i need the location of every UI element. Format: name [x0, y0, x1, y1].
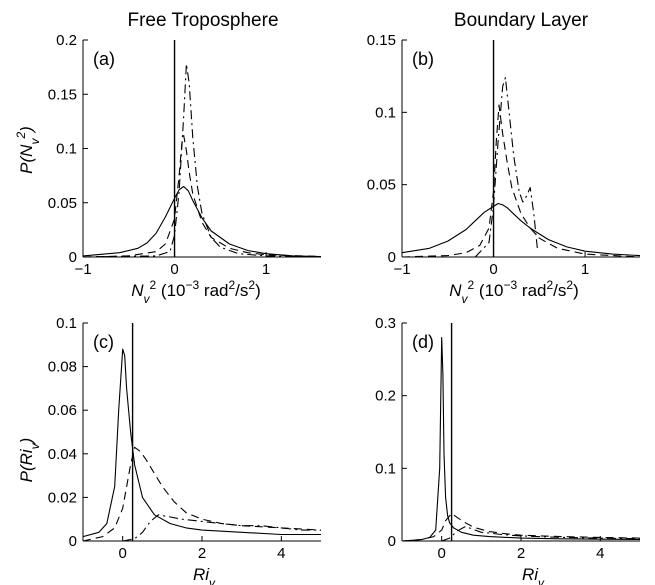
series-solid-b: [401, 202, 641, 257]
series-dashed-d: [401, 512, 641, 542]
y-tick-label-a-4: 0.2: [56, 32, 77, 49]
x-tick-label-b-0: −1: [393, 261, 410, 278]
series-dashed-c: [82, 446, 322, 542]
x-tick-label-b-2: 1: [581, 261, 589, 278]
column-title-boundary-layer: Boundary Layer: [454, 10, 589, 31]
y-tick-label-b-1: 0.05: [367, 177, 396, 194]
x-tick-label-a-1: 0: [170, 261, 178, 278]
y-tick-label-b-3: 0.15: [367, 32, 396, 49]
column-title-free-troposphere: Free Troposphere: [127, 10, 278, 31]
y-tick-label-c-0: 0: [69, 533, 77, 550]
x-tick-label-b-1: 0: [489, 261, 497, 278]
x-tick-label-a-2: 1: [262, 261, 270, 278]
y-axis-label-c: P(Riv): [17, 438, 42, 483]
x-tick-label-c-2: 4: [277, 545, 285, 562]
series-dashdot-b: [474, 77, 539, 258]
x-axis-label-c: Riv: [193, 565, 216, 585]
series-dashed-b: [401, 104, 641, 258]
series-dashdot-c: [122, 514, 321, 542]
series-solid-d: [401, 336, 641, 542]
panel-c: 0 0.02 0.04 0.06 0.08 0.1 0 2 4 (c): [48, 315, 322, 562]
x-tick-label-c-0: 0: [118, 545, 126, 562]
series-solid-a: [82, 185, 322, 258]
y-tick-label-a-2: 0.1: [56, 141, 77, 158]
y-tick-label-c-5: 0.1: [56, 315, 77, 332]
x-tick-label-c-1: 2: [198, 545, 206, 562]
x-axis-label-d: Riv: [522, 565, 545, 585]
x-tick-label-a-0: −1: [74, 261, 91, 278]
y-tick-label-c-3: 0.06: [48, 402, 77, 419]
y-tick-label-d-0: 0: [388, 533, 396, 550]
y-tick-label-a-0: 0: [69, 249, 77, 266]
series-dashed-a: [82, 134, 322, 258]
y-tick-label-c-1: 0.02: [48, 489, 77, 506]
y-tick-label-b-2: 0.1: [375, 104, 396, 121]
y-tick-label-c-2: 0.04: [48, 446, 77, 463]
panel-a: 00.050.10.150.2−1 0 1(a): [48, 32, 322, 278]
panel-label-d: (d): [412, 332, 434, 352]
x-axis-label-a: Nv2 (10−3 rad2/s2): [131, 278, 261, 306]
panels: 00.050.10.150.2−1 0 1(a)00.050.10.15−1 0 1(b…: [48, 32, 641, 562]
panel-b: 00.050.10.15−1 0 1(b): [367, 32, 641, 278]
panel-d: 0 0.1 0.2 0.3 0 2 4 (d): [375, 315, 641, 562]
y-tick-label-d-2: 0.2: [375, 388, 396, 405]
series-solid-c: [82, 348, 321, 538]
y-tick-label-d-1: 0.1: [375, 460, 396, 477]
y-tick-label-a-1: 0.05: [48, 195, 77, 212]
x-axis-label-b: Nv2 (10−3 rad2/s2): [449, 278, 579, 306]
panel-label-b: (b): [412, 49, 434, 69]
series-dashdot-a: [82, 63, 322, 258]
panel-label-c: (c): [93, 332, 114, 352]
y-axis-label-a: P(Nv2): [14, 126, 42, 174]
x-tick-label-d-2: 4: [596, 545, 604, 562]
x-tick-label-d-1: 2: [517, 545, 525, 562]
y-tick-label-a-3: 0.15: [48, 86, 77, 103]
panel-label-a: (a): [93, 49, 115, 69]
x-tick-label-d-0: 0: [437, 545, 445, 562]
y-tick-label-b-0: 0: [388, 249, 396, 266]
y-tick-label-c-4: 0.08: [48, 359, 77, 376]
y-tick-label-d-3: 0.3: [375, 315, 396, 332]
